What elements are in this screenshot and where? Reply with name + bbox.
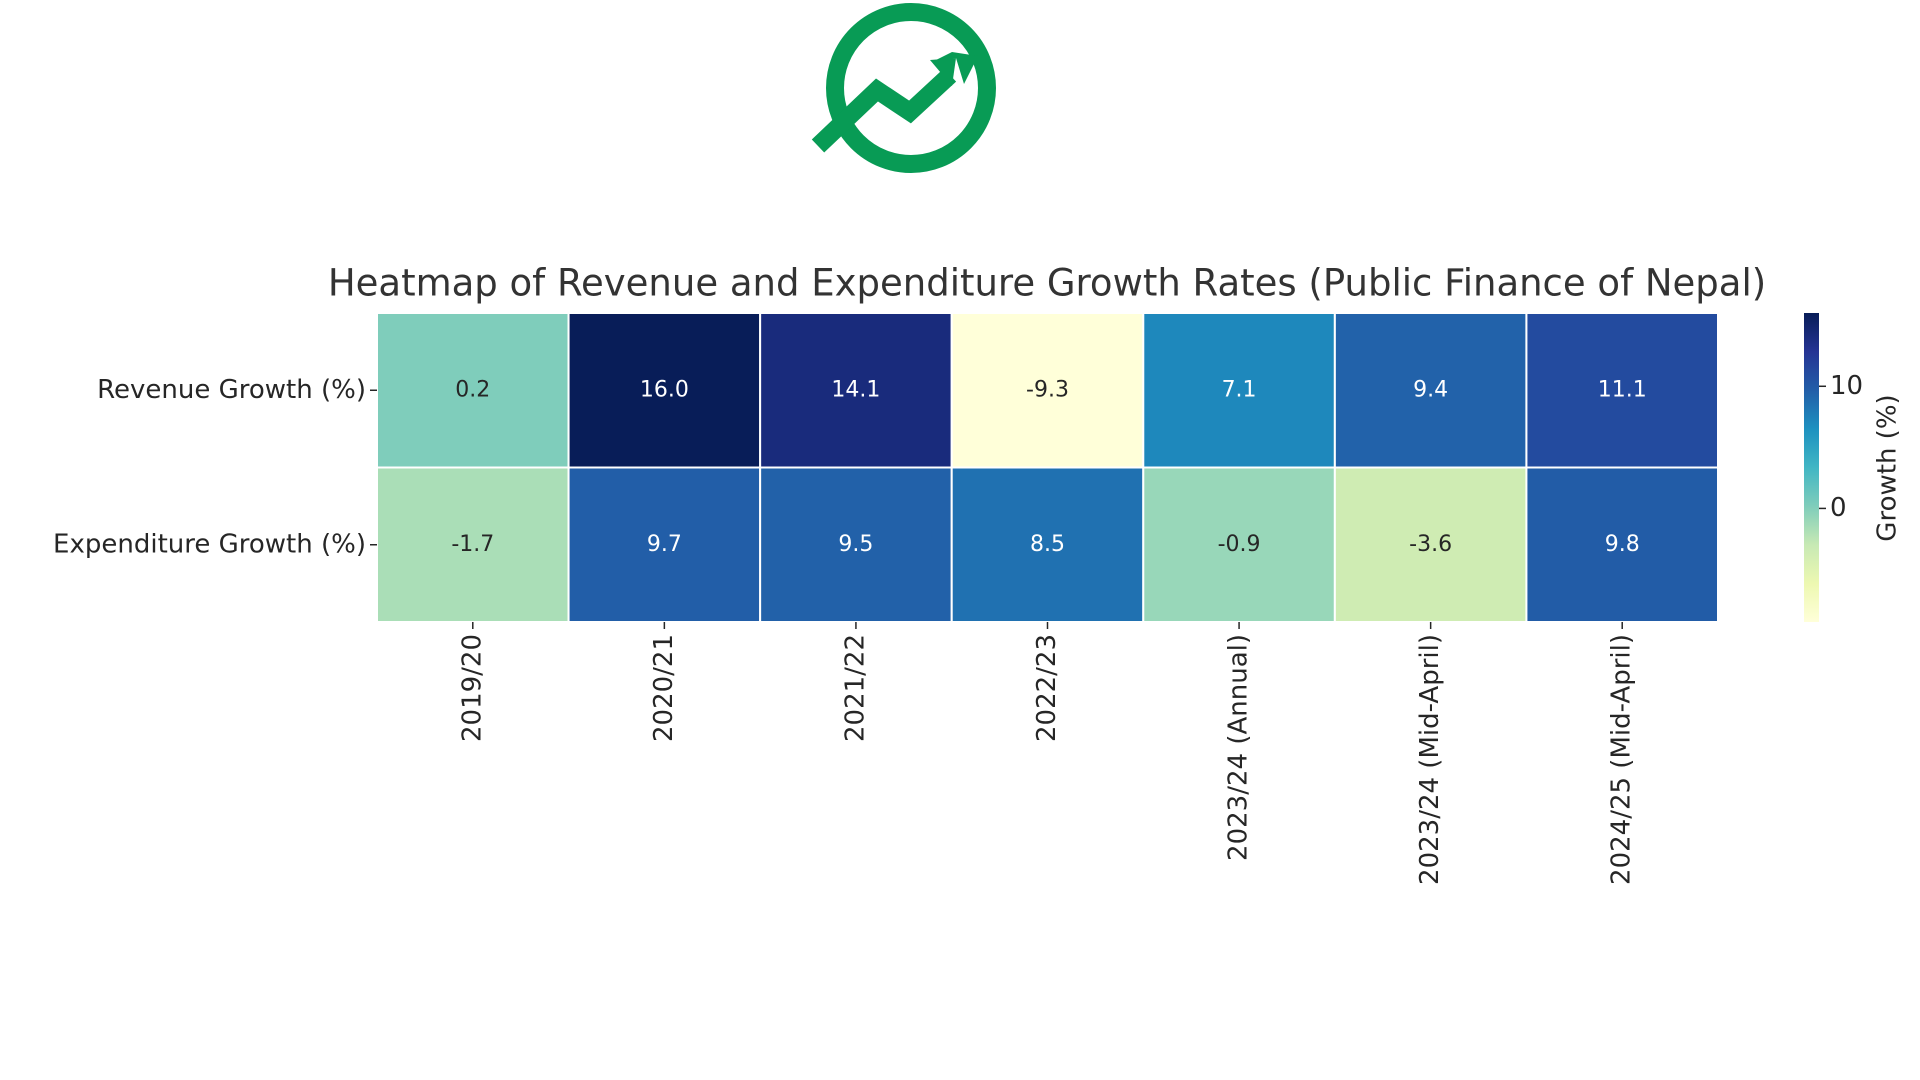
- x-tick-label: 2023/24 (Mid-April): [1415, 634, 1445, 885]
- heatmap-cell: [1333, 312, 1528, 469]
- heatmap-cell: [1525, 466, 1720, 623]
- cell-label: 9.7: [647, 532, 682, 557]
- logo-arrow: [811, 68, 957, 153]
- x-tick-label: 2022/23: [1032, 634, 1062, 742]
- colorbar-tick-label: 10: [1830, 371, 1863, 401]
- cell-label: 7.1: [1222, 377, 1257, 402]
- heatmap-cell: [376, 312, 570, 469]
- logo-arrowhead-tip: [930, 58, 956, 86]
- cell-label: 14.1: [831, 377, 880, 402]
- heatmap-cell: [950, 466, 1145, 623]
- cell-label: -3.6: [1409, 532, 1452, 557]
- y-tick-label: Revenue Growth (%): [97, 375, 366, 405]
- cell-label: 11.1: [1598, 377, 1647, 402]
- cell-label: 16.0: [640, 377, 689, 402]
- chart-title: Heatmap of Revenue and Expenditure Growt…: [328, 262, 1766, 305]
- cell-label: 9.4: [1413, 377, 1448, 402]
- cell-label: 9.5: [838, 532, 873, 557]
- x-tick-label: 2020/21: [649, 634, 679, 742]
- x-tick-label: 2024/25 (Mid-April): [1607, 634, 1637, 885]
- heatmap-cell: [567, 466, 762, 623]
- logo-ring: [826, 3, 996, 173]
- logo: [811, 3, 996, 173]
- colorbar-tick-label: 0: [1830, 493, 1847, 523]
- y-tick-label: Expenditure Growth (%): [53, 529, 366, 559]
- x-tick-label: 2023/24 (Annual): [1224, 634, 1254, 861]
- cell-label: -1.7: [451, 532, 494, 557]
- x-tick-label: 2021/22: [840, 634, 870, 742]
- cell-label: 0.2: [455, 377, 490, 402]
- heatmap-cell: [1142, 466, 1336, 623]
- cell-label: 8.5: [1030, 532, 1065, 557]
- colorbar: [1804, 313, 1819, 622]
- cell-label: -0.9: [1218, 532, 1261, 557]
- heatmap-cell: [1142, 312, 1336, 469]
- heatmap-cell: [759, 312, 953, 469]
- cell-label: -9.3: [1026, 377, 1069, 402]
- heatmap-cell: [950, 312, 1145, 469]
- colorbar-label: Growth (%): [1873, 394, 1903, 541]
- x-tick-label: 2019/20: [457, 634, 487, 742]
- heatmap-cell: [1333, 466, 1528, 623]
- cell-label: 9.8: [1605, 532, 1640, 557]
